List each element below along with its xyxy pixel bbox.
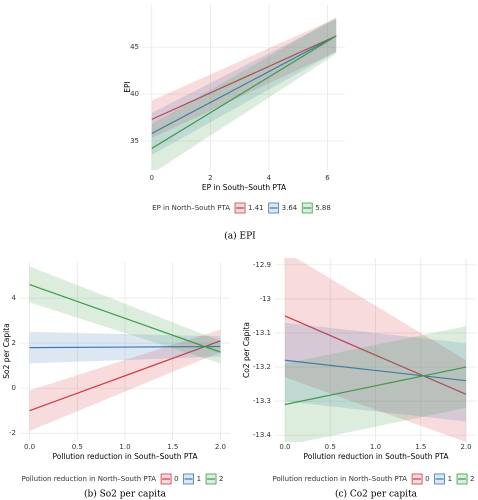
confidence-band [284, 326, 467, 442]
line [151, 35, 337, 120]
chart: 35 40 45 0 2 4 6 EP in South–South PTA EPI EP in … [123, 5, 345, 242]
x-tick-label: 1.0 [370, 443, 381, 451]
legend-label: 2 [219, 475, 223, 483]
y-tick-label: 2 [12, 339, 16, 347]
legend: EP in North–South PTA 1.41 3.64 5.88 [152, 202, 331, 214]
confidence-band [29, 329, 221, 431]
y-axis-label: EPI [123, 81, 132, 92]
legend-label: 0 [425, 475, 429, 483]
legend-title: Pollution reduction in North–South PTA [21, 475, 156, 483]
x-tick-label: 1.0 [119, 443, 130, 451]
x-tick-label: 0.5 [325, 443, 336, 451]
x-tick-label: 0.5 [72, 443, 83, 451]
legend-label: 3.64 [282, 204, 298, 212]
x-tick-label: 6 [325, 174, 330, 182]
y-tick-label: -13.3 [253, 397, 271, 405]
x-axis-label: Pollution reduction in South–South PTA [303, 452, 449, 461]
caption: (a) EPI [224, 231, 256, 242]
line [284, 315, 467, 395]
legend-label: 5.88 [315, 204, 331, 212]
legend: Pollution reduction in North–South PTA 0 1… [21, 473, 224, 485]
confidence-band [284, 258, 467, 442]
y-tick-label: -13 [260, 295, 271, 303]
line [29, 345, 221, 349]
chart: -13.4 -13.3 -13.2 -13.1 -13 -12.9 0.0 0.5 1.0 1.5… [242, 258, 476, 500]
line [284, 359, 467, 382]
confidence-band [151, 19, 337, 155]
line [151, 35, 337, 134]
chart: -2 0 2 4 0.0 0.5 1.0 1.5 2.0 Pollution reduction … [2, 262, 230, 500]
y-tick-label: 40 [130, 90, 139, 98]
y-tick-label: 0 [12, 384, 16, 392]
plot-area [29, 266, 221, 431]
y-tick-label: 35 [130, 137, 139, 145]
legend: Pollution reduction in North–South PTA 0 1… [272, 473, 475, 485]
caption: (b) So2 per capita [84, 489, 167, 500]
confidence-band [284, 322, 467, 422]
x-tick-label: 0.0 [24, 443, 35, 451]
line [151, 35, 337, 149]
legend-label: 0 [174, 475, 178, 483]
x-axis-label: Pollution reduction in South–South PTA [52, 452, 198, 461]
line [284, 366, 467, 406]
x-tick-label: 0.0 [279, 443, 290, 451]
plot-area [151, 17, 337, 170]
x-tick-label: 1.5 [415, 443, 426, 451]
plot-area [284, 258, 467, 442]
legend-label: 1 [448, 475, 452, 483]
line [29, 340, 221, 412]
y-tick-label: 45 [130, 43, 139, 51]
x-axis-label: EP in South–South PTA [202, 183, 287, 192]
y-axis-label: Co2 per Capita [242, 322, 251, 378]
y-tick-label: -13.1 [253, 329, 271, 337]
y-tick-label: -12.9 [253, 261, 271, 269]
confidence-band [151, 17, 337, 170]
y-tick-label: -13.4 [253, 431, 272, 439]
legend-label: 1 [197, 475, 201, 483]
x-tick-label: 2.0 [215, 443, 226, 451]
y-tick-label: 4 [12, 294, 17, 302]
x-tick-label: 1.5 [167, 443, 178, 451]
legend-title: EP in North–South PTA [152, 204, 230, 212]
x-tick-label: 4 [267, 174, 272, 182]
confidence-band [29, 266, 221, 364]
legend-title: Pollution reduction in North–South PTA [272, 475, 407, 483]
x-tick-label: 2 [208, 174, 212, 182]
caption: (c) Co2 per capita [335, 489, 418, 500]
y-tick-label: -13.2 [253, 363, 271, 371]
x-tick-label: 0 [150, 174, 154, 182]
line [29, 283, 221, 353]
legend-label: 1.41 [248, 204, 264, 212]
legend-label: 2 [470, 475, 474, 483]
y-axis-label: So2 per Capita [2, 323, 11, 379]
x-tick-label: 2.0 [460, 443, 471, 451]
y-tick-label: -2 [9, 429, 16, 437]
